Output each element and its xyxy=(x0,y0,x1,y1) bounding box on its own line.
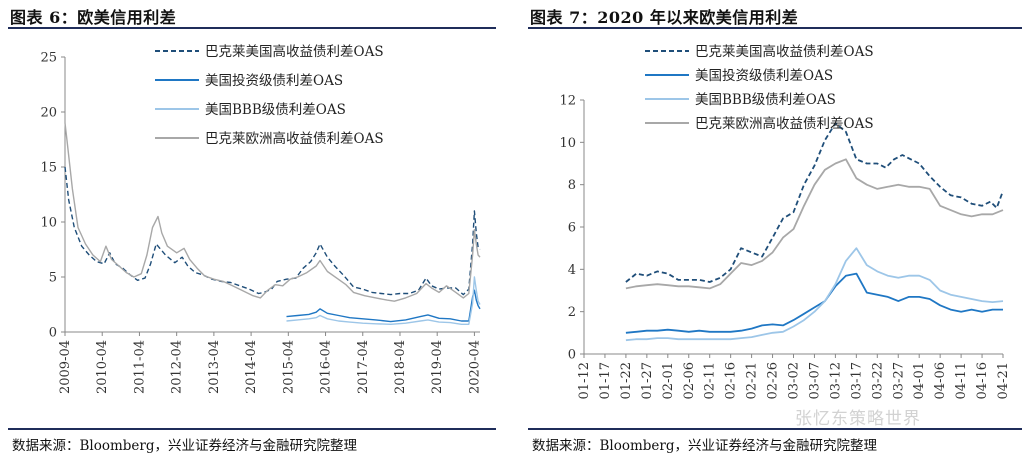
legend-label-us-bbb: 美国BBB级债利差OAS xyxy=(695,92,836,108)
y-tick-label: 0 xyxy=(49,326,57,341)
legend-label-us-ig: 美国投资级债利差OAS xyxy=(205,73,343,89)
y-tick-label: 0 xyxy=(568,348,576,363)
left-footer-rule xyxy=(8,428,496,430)
x-tick-label: 2013-04 xyxy=(207,340,222,394)
series-line-us-bbb xyxy=(286,276,481,325)
x-tick-label: 04-11 xyxy=(954,362,969,399)
y-tick-label: 25 xyxy=(40,51,57,66)
x-tick-label: 2012-04 xyxy=(170,340,185,394)
x-tick-label: 2020-04 xyxy=(467,340,482,394)
series-line-us-ig xyxy=(625,272,1003,334)
x-tick-label: 03-27 xyxy=(891,362,906,399)
x-tick-label: 01-12 xyxy=(577,362,592,399)
x-tick-label: 02-21 xyxy=(745,362,760,399)
x-tick-label: 2011-04 xyxy=(132,340,147,394)
x-tick-label: 02-01 xyxy=(661,362,676,399)
y-tick-label: 8 xyxy=(568,178,576,193)
left-title-rule xyxy=(8,27,496,29)
series-line-us-bbb xyxy=(625,247,1004,342)
x-tick-label: 03-17 xyxy=(849,362,864,399)
x-tick-label: 2019-04 xyxy=(430,340,445,394)
series-line-us-hy xyxy=(64,166,481,296)
series-line-eu-hy xyxy=(625,158,1004,290)
x-tick-label: 2015-04 xyxy=(281,340,296,394)
x-tick-label: 01-22 xyxy=(619,362,634,399)
legend-label-us-bbb: 美国BBB级债利差OAS xyxy=(205,102,346,118)
x-tick-label: 02-06 xyxy=(682,362,697,399)
y-tick-label: 12 xyxy=(559,94,576,109)
x-tick-label: 04-16 xyxy=(975,362,990,399)
x-tick-label: 01-27 xyxy=(640,362,655,399)
right-source-note: 数据来源：Bloomberg，兴业证券经济与金融研究院整理 xyxy=(532,438,878,454)
x-tick-label: 02-11 xyxy=(703,362,718,399)
x-tick-label: 2009-04 xyxy=(58,340,73,394)
x-tick-label: 03-02 xyxy=(787,362,802,399)
right-title-rule xyxy=(528,27,1022,29)
right-chart-title: 图表 7：2020 年以来欧美信用利差 xyxy=(530,8,799,27)
x-tick-label: 02-16 xyxy=(724,362,739,399)
x-tick-label: 2010-04 xyxy=(95,340,110,394)
series-line-eu-hy xyxy=(64,122,481,302)
series-line-us-ig xyxy=(286,289,481,323)
y-tick-label: 10 xyxy=(559,136,576,151)
left-chart-title: 图表 6：欧美信用利差 xyxy=(10,8,177,27)
legend-label-us-hy: 巴克莱美国高收益债利差OAS xyxy=(695,43,874,60)
y-tick-label: 2 xyxy=(568,305,576,320)
y-tick-label: 6 xyxy=(568,221,576,236)
y-tick-label: 5 xyxy=(49,271,57,286)
y-tick-label: 4 xyxy=(568,263,576,278)
y-tick-label: 20 xyxy=(40,106,57,121)
series-line-us-hy xyxy=(625,122,1004,283)
x-tick-label: 02-26 xyxy=(766,362,781,399)
x-tick-label: 04-01 xyxy=(912,362,927,399)
x-tick-label: 03-22 xyxy=(870,362,885,399)
watermark: 张忆东策略世界 xyxy=(795,409,921,429)
x-tick-label: 03-12 xyxy=(828,362,843,399)
x-tick-label: 03-07 xyxy=(807,362,822,399)
x-tick-label: 2014-04 xyxy=(244,340,259,394)
x-tick-label: 04-06 xyxy=(933,362,948,399)
left-source-note: 数据来源：Bloomberg，兴业证券经济与金融研究院整理 xyxy=(12,438,358,454)
y-tick-label: 15 xyxy=(40,161,57,176)
x-tick-label: 2016-04 xyxy=(319,340,334,394)
legend-label-us-ig: 美国投资级债利差OAS xyxy=(695,68,833,84)
x-tick-label: 01-17 xyxy=(598,362,613,399)
y-tick-label: 10 xyxy=(40,216,57,231)
right-line-chart: 0 2 4 6 8 10 12 01-12 01-17 01-22 01-27 02-01 02-06 0… xyxy=(559,43,1011,399)
x-tick-label: 2018-04 xyxy=(393,340,408,394)
x-tick-label: 04-21 xyxy=(996,362,1011,399)
right-footer-rule xyxy=(528,428,1022,430)
left-line-chart: 0 5 10 15 20 25 2009-04 2010-04 2011-04 2012-04 20… xyxy=(40,43,482,394)
legend-label-us-hy: 巴克莱美国高收益债利差OAS xyxy=(205,43,384,60)
x-tick-label: 2017-04 xyxy=(356,340,371,394)
legend-label-eu-hy: 巴克莱欧洲高收益债利差OAS xyxy=(205,130,384,147)
legend-label-eu-hy: 巴克莱欧洲高收益债利差OAS xyxy=(695,115,874,132)
